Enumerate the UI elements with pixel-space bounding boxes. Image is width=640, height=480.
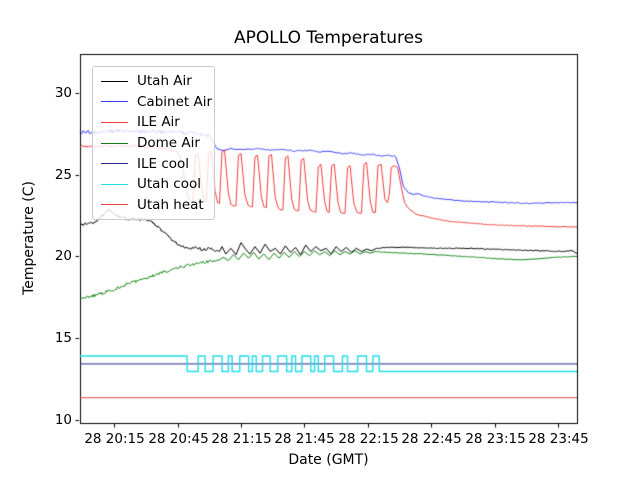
legend-item-cabinet-air: Cabinet Air bbox=[101, 92, 212, 113]
x-tick-label: 28 22:45 bbox=[401, 431, 462, 447]
legend-item-ile-air: ILE Air bbox=[101, 112, 206, 133]
legend-label: Dome Air bbox=[137, 135, 200, 152]
legend-line-sample bbox=[101, 101, 128, 103]
legend-label: ILE Air bbox=[137, 114, 180, 131]
y-tick-label: 10 bbox=[54, 412, 72, 428]
x-tick-label: 28 20:45 bbox=[148, 431, 209, 447]
legend-label: Utah Air bbox=[137, 73, 192, 90]
y-tick-label: 15 bbox=[54, 330, 72, 346]
legend-line-sample bbox=[101, 204, 128, 206]
legend-line-sample bbox=[101, 121, 128, 123]
legend-label: ILE cool bbox=[137, 155, 190, 172]
x-tick-label: 28 20:15 bbox=[84, 431, 145, 447]
x-tick-label: 28 23:15 bbox=[465, 431, 526, 447]
y-tick-label: 30 bbox=[54, 85, 72, 101]
legend-line-sample bbox=[101, 142, 128, 144]
y-tick-label: 20 bbox=[54, 248, 72, 264]
chart-title: APOLLO Temperatures bbox=[234, 28, 423, 48]
legend-line-sample bbox=[101, 183, 128, 185]
legend-line-sample bbox=[101, 163, 128, 165]
y-axis-label: Temperature (C) bbox=[21, 181, 37, 295]
legend-item-ile-cool: ILE cool bbox=[101, 153, 206, 174]
y-tick-label: 25 bbox=[54, 167, 72, 183]
x-tick-label: 28 21:15 bbox=[211, 431, 272, 447]
legend: Utah Air Cabinet Air ILE Air Dome Air ILE co… bbox=[92, 66, 215, 221]
legend-item-utah-air: Utah Air bbox=[101, 71, 206, 92]
legend-line-sample bbox=[101, 80, 128, 82]
legend-label: Cabinet Air bbox=[137, 93, 213, 110]
legend-label: Utah cool bbox=[137, 176, 201, 193]
legend-item-dome-air: Dome Air bbox=[101, 133, 206, 154]
legend-item-utah-cool: Utah cool bbox=[101, 174, 206, 195]
legend-item-utah-heat: Utah heat bbox=[101, 195, 206, 216]
legend-label: Utah heat bbox=[137, 196, 204, 213]
x-axis-label: Date (GMT) bbox=[288, 452, 369, 468]
x-tick-label: 28 22:15 bbox=[338, 431, 399, 447]
x-tick-label: 28 21:45 bbox=[274, 431, 335, 447]
x-tick-label: 28 23:45 bbox=[528, 431, 589, 447]
